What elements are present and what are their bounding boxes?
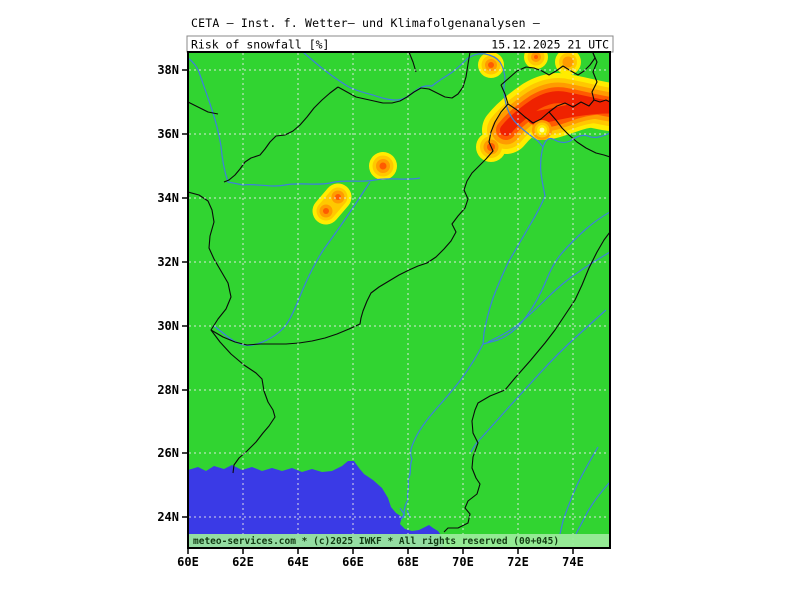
map-canvas: meteo-services.com * (c)2025 IWKF * All … — [188, 52, 610, 548]
x-tick-label: 72E — [507, 555, 529, 569]
graticule-layer — [189, 53, 609, 547]
risk-band-5-layer — [500, 91, 610, 136]
y-tick-label: 36N — [157, 127, 179, 141]
border-wakhan-south — [500, 84, 595, 124]
river-punjab-1 — [482, 211, 610, 345]
border-iran-afghanistan-pakistan — [188, 191, 276, 474]
river-indus — [403, 132, 610, 519]
river-delta-1 — [399, 507, 405, 521]
x-tick-label: 74E — [562, 555, 584, 569]
x-tick-label: 64E — [287, 555, 309, 569]
x-tick-label: 70E — [452, 555, 474, 569]
border-kashmir-loc — [548, 111, 610, 158]
y-tick-label: 24N — [157, 510, 179, 524]
product-label: Risk_of_snowfall_[%] — [191, 38, 329, 52]
risk-local-minimum-eye — [532, 120, 552, 140]
border-afghanistan-uzbek-tajik — [337, 52, 471, 104]
river-punjab-2 — [487, 251, 610, 343]
credit-text: meteo-services.com * (c)2025 IWKF * All … — [193, 536, 559, 547]
borders-layer — [188, 52, 610, 533]
y-tick-label: 28N — [157, 383, 179, 397]
y-axis-labels: 38N 36N 34N 32N 30N 28N 26N 24N — [157, 63, 179, 524]
border-afghanistan-pakistan — [210, 103, 509, 346]
y-tick-label: 32N — [157, 255, 179, 269]
x-tick-label: 60E — [177, 555, 199, 569]
page-title: CETA — Inst. f. Wetter— und Klimafolgena… — [191, 16, 540, 30]
y-tick-label: 30N — [157, 319, 179, 333]
border-iran-turkmenistan — [188, 101, 219, 115]
river-luni-1 — [559, 446, 599, 535]
x-axis-labels: 60E 62E 64E 66E 68E 70E 72E 74E — [177, 555, 584, 569]
y-tick-label: 26N — [157, 446, 179, 460]
y-tick-label: 38N — [157, 63, 179, 77]
border-uzbek-tajik-stub — [408, 52, 417, 73]
x-tick-label: 66E — [342, 555, 364, 569]
border-pakistan-india — [443, 231, 610, 533]
river-amu-panj — [302, 52, 544, 148]
x-tick-label: 62E — [232, 555, 254, 569]
axis-ticks — [182, 69, 574, 554]
credit-strip — [189, 534, 609, 547]
x-tick-label: 68E — [397, 555, 419, 569]
run-datetime: 15.12.2025 21 UTC — [491, 38, 609, 52]
river-luni-2 — [575, 481, 610, 535]
border-china-pakistan — [591, 52, 610, 103]
map-frame — [187, 51, 611, 549]
arabian-sea — [188, 461, 443, 548]
river-harirud — [188, 57, 421, 187]
border-afghanistan-turkmenistan — [223, 86, 339, 183]
y-tick-label: 34N — [157, 191, 179, 205]
